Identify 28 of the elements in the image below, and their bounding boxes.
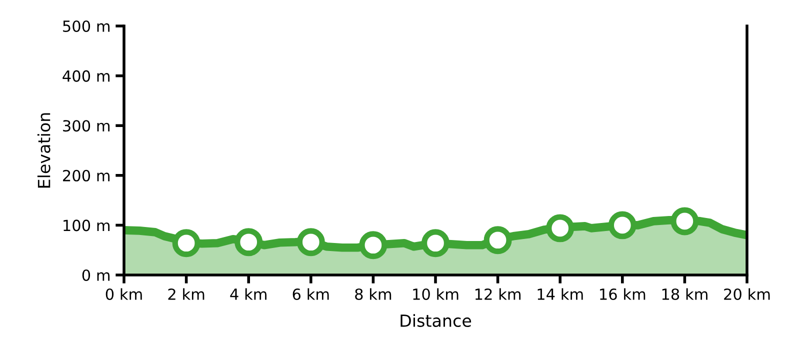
x-tick-label: 18 km <box>662 288 708 300</box>
point <box>359 231 388 260</box>
x-axis-title: Distance <box>400 314 472 327</box>
x-tick-label: 6 km <box>292 288 329 300</box>
x-tick-label: 2 km <box>168 288 204 300</box>
point <box>422 229 450 258</box>
y-tick-label: 100 m <box>64 220 110 232</box>
x-tick-label: 0 km <box>106 288 142 300</box>
point <box>296 228 325 256</box>
point <box>484 226 512 254</box>
point <box>234 228 263 256</box>
y-tick-label: 400 m <box>62 70 110 82</box>
y-tick-label: 500 m <box>63 20 110 32</box>
x-tick-label: 14 km <box>538 288 583 300</box>
x-tick-label: 12 km <box>475 288 521 300</box>
y-tick-label: 300 m <box>63 120 110 132</box>
y-tick-label: 200 m <box>63 170 110 182</box>
y-tick-label: 0 m <box>82 269 110 282</box>
x-tick-label: 10 km <box>413 288 458 300</box>
point <box>608 211 636 240</box>
point <box>670 207 699 236</box>
point <box>546 214 574 242</box>
point <box>172 229 200 258</box>
x-tick-label: 16 km <box>600 288 646 300</box>
x-tick-label: 8 km <box>355 288 392 300</box>
x-tick-label: 4 km <box>230 288 266 300</box>
x-tick-label: 20 km <box>724 288 770 300</box>
y-axis-title: Elevation <box>37 113 50 188</box>
